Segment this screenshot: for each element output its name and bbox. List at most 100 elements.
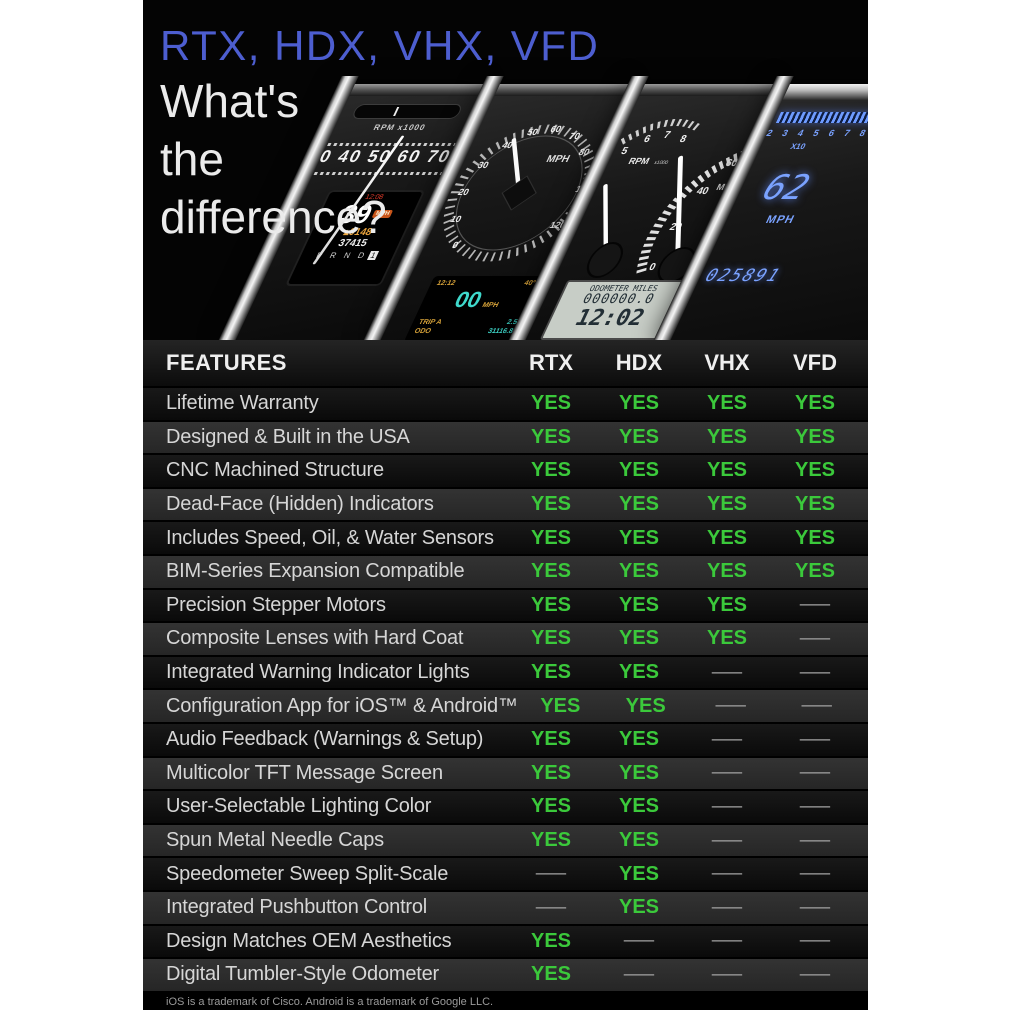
dash-value: — — [799, 963, 831, 985]
yes-value: YES — [794, 392, 836, 415]
subtitle-line: difference? — [160, 191, 387, 243]
yes-value: YES — [530, 560, 572, 583]
yes-value: YES — [530, 493, 572, 516]
dash-value: — — [799, 627, 831, 649]
rtx-gear-selected: 1 — [366, 251, 380, 260]
vfd-scale-label: X10 — [788, 142, 808, 151]
hdx-odo-label: ODO — [412, 328, 433, 335]
dash-value: — — [799, 930, 831, 952]
dash-value: — — [711, 829, 743, 851]
feature-label: Precision Stepper Motors — [166, 593, 386, 616]
dash-value: — — [711, 661, 743, 683]
subtitle-line: What's — [160, 75, 300, 127]
yes-value: YES — [706, 526, 748, 549]
yes-value: YES — [618, 728, 660, 751]
svg-text:70: 70 — [567, 131, 582, 141]
table-row: CNC Machined Structure YES YES YES YES — [143, 455, 868, 489]
dash-value: — — [799, 728, 831, 750]
yes-value: YES — [794, 459, 836, 482]
table-row: Speedometer Sweep Split-Scale — YES — — — [143, 858, 868, 892]
feature-label: Digital Tumbler-Style Odometer — [166, 963, 439, 986]
svg-text:120: 120 — [548, 220, 568, 230]
table-row: Composite Lenses with Hard Coat YES YES YES… — [143, 623, 868, 657]
yes-value: YES — [530, 425, 572, 448]
table-row: Spun Metal Needle Caps YES YES — — — [143, 824, 868, 859]
page-title: RTX, HDX, VHX, VFD — [160, 22, 600, 69]
table-row: Multicolor TFT Message Screen YES YES — — — [143, 757, 868, 792]
hdx-speed-unit: MPH — [480, 302, 500, 309]
vfd-speed-unit: MPH — [763, 214, 797, 226]
yes-value: YES — [706, 459, 748, 482]
svg-text:40: 40 — [500, 140, 515, 150]
yes-value: YES — [618, 862, 660, 885]
yes-value: YES — [618, 829, 660, 852]
yes-value: YES — [530, 761, 572, 784]
yes-value: YES — [618, 661, 660, 684]
hdx-tft-clock: 12:12 — [435, 280, 457, 287]
dash-value: — — [535, 896, 567, 918]
yes-value: YES — [618, 627, 660, 650]
table-row: Lifetime Warranty YES YES YES YES — [143, 388, 868, 422]
feature-label: Audio Feedback (Warnings & Setup) — [166, 728, 484, 751]
feature-label: User-Selectable Lighting Color — [166, 795, 432, 818]
yes-value: YES — [618, 526, 660, 549]
yes-value: YES — [530, 627, 572, 650]
feature-rows: Lifetime Warranty YES YES YES YES Designed & … — [143, 388, 868, 993]
svg-text:MPH: MPH — [544, 153, 572, 164]
feature-label: Includes Speed, Oil, & Water Sensors — [166, 526, 494, 549]
vfd-bargraph — [775, 112, 868, 123]
svg-text:30: 30 — [476, 160, 491, 170]
yes-value: YES — [530, 593, 572, 616]
page-subtitle: What's the difference? — [160, 72, 387, 246]
column-header-vfd: VFD — [793, 350, 837, 375]
svg-text:20: 20 — [456, 187, 471, 197]
dash-value: — — [711, 795, 743, 817]
svg-text:6: 6 — [642, 133, 653, 144]
table-row: Precision Stepper Motors YES YES YES — — [143, 589, 868, 624]
table-row: Design Matches OEM Aesthetics YES — — — — [143, 925, 868, 960]
table-row: BIM-Series Expansion Compatible YES YES YES… — [143, 555, 868, 590]
yes-value: YES — [530, 728, 572, 751]
feature-label: CNC Machined Structure — [166, 459, 384, 482]
yes-value: YES — [706, 560, 748, 583]
vfd-speed-value: 62 — [756, 168, 816, 208]
table-row: Integrated Pushbutton Control — YES — — — [143, 891, 868, 926]
feature-label: Integrated Pushbutton Control — [166, 896, 428, 919]
yes-value: YES — [618, 593, 660, 616]
column-header-rtx: RTX — [529, 350, 573, 375]
feature-label: Spun Metal Needle Caps — [166, 829, 384, 852]
yes-value: YES — [618, 560, 660, 583]
yes-value: YES — [530, 929, 572, 952]
dash-value: — — [711, 863, 743, 885]
feature-label: Configuration App for iOS™ & Android™ — [166, 694, 518, 717]
yes-value: YES — [706, 392, 748, 415]
feature-label: Designed & Built in the USA — [166, 425, 410, 448]
yes-value: YES — [618, 392, 660, 415]
yes-value: YES — [618, 761, 660, 784]
column-header-vhx: VHX — [704, 350, 750, 375]
svg-text:5: 5 — [619, 145, 630, 156]
vhx-analog-gauges: 5 6 7 8 RPM x1000 0 20 40 60 80 MPH — [586, 118, 767, 282]
table-row: Audio Feedback (Warnings & Setup) YES YES —… — [143, 723, 868, 758]
svg-text:50: 50 — [525, 127, 540, 137]
vfd-odometer-value: 025891 — [701, 266, 785, 286]
feature-label: Dead-Face (Hidden) Indicators — [166, 493, 434, 516]
table-row: Includes Speed, Oil, & Water Sensors YES Y… — [143, 522, 868, 556]
yes-value: YES — [618, 493, 660, 516]
feature-label: Multicolor TFT Message Screen — [166, 761, 443, 784]
yes-value: YES — [530, 661, 572, 684]
dash-value: — — [623, 963, 655, 985]
dash-value: — — [711, 963, 743, 985]
feature-label: Composite Lenses with Hard Coat — [166, 627, 464, 650]
svg-text:8: 8 — [678, 133, 689, 144]
yes-value: YES — [706, 627, 748, 650]
svg-text:60: 60 — [723, 157, 740, 168]
svg-text:10: 10 — [448, 214, 463, 224]
dash-value: — — [799, 863, 831, 885]
feature-label: Design Matches OEM Aesthetics — [166, 929, 452, 952]
yes-value: YES — [530, 795, 572, 818]
yes-value: YES — [530, 963, 572, 986]
table-row: User-Selectable Lighting Color YES YES — — — [143, 791, 868, 825]
yes-value: YES — [540, 694, 581, 717]
